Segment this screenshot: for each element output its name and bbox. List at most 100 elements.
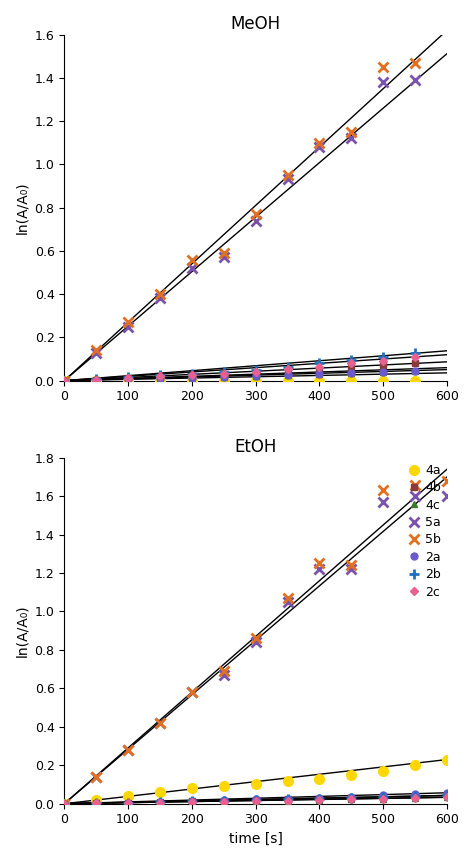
Line: 5a: 5a: [59, 492, 452, 808]
4c: [93, 798, 99, 808]
2a: [189, 796, 195, 806]
2b: [62, 798, 67, 808]
2c: [412, 793, 418, 803]
4c: [253, 796, 258, 807]
5a: [157, 718, 163, 728]
Line: 2a: 2a: [61, 790, 450, 808]
2a: [412, 789, 418, 799]
4c: [221, 372, 227, 382]
2a: [157, 796, 163, 807]
5b: [412, 58, 418, 68]
5a: [253, 215, 258, 226]
4a: [93, 795, 99, 805]
Line: 4c: 4c: [61, 368, 419, 384]
2a: [348, 368, 354, 378]
5a: [93, 347, 99, 357]
5b: [412, 480, 418, 490]
5a: [444, 491, 450, 501]
5a: [285, 597, 291, 607]
5b: [253, 633, 258, 643]
5a: [125, 745, 131, 755]
4b: [317, 365, 322, 375]
4b: [62, 798, 67, 808]
Line: 2c: 2c: [62, 795, 450, 807]
2b: [125, 797, 131, 808]
5b: [285, 593, 291, 604]
Line: 2c: 2c: [62, 354, 418, 383]
2c: [253, 367, 258, 377]
2a: [444, 788, 450, 798]
Line: 5b: 5b: [59, 58, 420, 386]
2b: [253, 795, 258, 805]
4a: [381, 375, 386, 386]
4c: [93, 375, 99, 385]
4a: [348, 770, 354, 780]
4c: [348, 368, 354, 378]
4a: [253, 375, 258, 386]
4c: [317, 795, 322, 805]
2a: [348, 791, 354, 802]
2c: [285, 796, 291, 806]
4c: [285, 370, 291, 381]
5b: [157, 289, 163, 300]
4b: [157, 372, 163, 382]
2a: [62, 375, 67, 386]
4b: [125, 374, 131, 384]
4b: [285, 795, 291, 805]
5a: [412, 491, 418, 501]
4a: [125, 375, 131, 386]
Y-axis label: ln(A/A₀): ln(A/A₀): [15, 182, 29, 234]
4c: [157, 797, 163, 808]
2a: [381, 790, 386, 801]
5b: [253, 209, 258, 220]
Y-axis label: ln(A/A₀): ln(A/A₀): [15, 604, 29, 657]
4c: [157, 374, 163, 384]
4a: [412, 760, 418, 771]
5b: [157, 718, 163, 728]
4a: [348, 375, 354, 386]
2b: [412, 791, 418, 802]
2b: [189, 796, 195, 807]
4c: [381, 794, 386, 804]
2b: [221, 796, 227, 806]
5b: [93, 771, 99, 782]
5b: [444, 475, 450, 486]
4b: [253, 795, 258, 805]
4c: [317, 369, 322, 380]
2a: [62, 798, 67, 808]
2b: [348, 355, 354, 365]
5a: [125, 321, 131, 331]
2c: [444, 792, 450, 802]
5a: [285, 174, 291, 184]
2c: [157, 797, 163, 808]
5a: [62, 375, 67, 386]
5b: [93, 345, 99, 356]
2b: [285, 362, 291, 372]
4a: [157, 375, 163, 386]
5b: [381, 485, 386, 495]
2b: [125, 372, 131, 382]
4b: [189, 796, 195, 807]
4a: [317, 773, 322, 784]
4c: [125, 374, 131, 384]
5b: [189, 254, 195, 264]
2b: [285, 795, 291, 805]
2c: [125, 798, 131, 808]
5b: [221, 666, 227, 676]
4c: [189, 373, 195, 383]
5b: [348, 561, 354, 571]
2c: [348, 358, 354, 369]
4b: [444, 790, 450, 800]
2a: [412, 366, 418, 376]
5a: [221, 252, 227, 263]
2b: [412, 347, 418, 357]
2c: [125, 374, 131, 384]
2b: [317, 794, 322, 804]
2b: [381, 351, 386, 362]
4b: [253, 369, 258, 380]
4a: [93, 375, 99, 386]
4a: [412, 375, 418, 386]
2a: [93, 375, 99, 385]
5a: [253, 637, 258, 647]
Line: 5b: 5b: [59, 476, 452, 808]
